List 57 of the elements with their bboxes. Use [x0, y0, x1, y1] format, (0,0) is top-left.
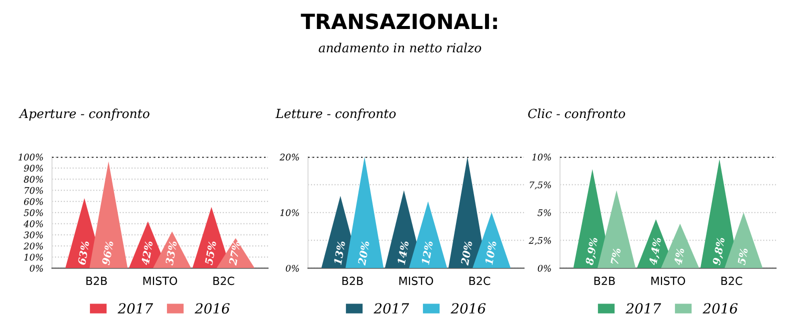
data-label: 7% — [610, 248, 621, 264]
data-label: 8,9% — [585, 237, 600, 266]
y-tick-label: 20% — [280, 154, 299, 160]
data-label: 14% — [397, 240, 409, 265]
legend-label: 2016 — [450, 303, 486, 314]
x-tick-label: B2C — [721, 276, 742, 286]
data-label: 12% — [421, 240, 434, 265]
data-label: 5% — [737, 248, 748, 266]
x-tick-label: B2C — [469, 276, 490, 286]
chart-title: Letture - confronto — [275, 108, 396, 121]
data-label: 13% — [334, 240, 346, 265]
y-tick-label: 40% — [24, 220, 43, 228]
y-tick-label: 70% — [24, 187, 43, 194]
text: TRANSAZIONALI: — [300, 14, 497, 30]
y-tick-label: 10% — [24, 254, 43, 261]
y-tick-label: 10% — [280, 209, 299, 216]
x-tick-label: B2B — [342, 276, 363, 285]
legend-label: 2017 — [118, 303, 154, 314]
data-label: 33% — [165, 240, 178, 266]
x-tick-label: MISTO — [143, 276, 178, 286]
y-tick-label: 10% — [532, 154, 551, 160]
data-label: 27% — [228, 240, 241, 266]
legend-label: 2016 — [702, 303, 738, 314]
x-tick-label: B2B — [594, 276, 615, 285]
y-tick-label: 100% — [18, 154, 43, 160]
x-tick-label: MISTO — [651, 276, 686, 286]
legend-label: 2017 — [374, 303, 410, 314]
chart-title: Clic - confronto — [528, 108, 626, 121]
y-tick-label: 30% — [24, 232, 43, 238]
y-tick-label: 2,5% — [528, 237, 551, 245]
y-tick-label: 5% — [538, 209, 551, 216]
data-label: 9,8% — [712, 237, 726, 266]
x-tick-label: B2C — [213, 276, 234, 286]
y-tick-label: 0% — [538, 264, 551, 272]
y-tick-label: 7,5% — [530, 181, 551, 190]
y-tick-label: 0% — [30, 264, 43, 272]
y-tick-label: 80% — [24, 176, 43, 183]
text: andamento in netto rialzo — [318, 42, 482, 53]
y-tick-label: 60% — [24, 198, 43, 205]
data-label: 4% — [674, 248, 684, 266]
legend-label: 2017 — [626, 303, 662, 314]
y-tick-label: 90% — [24, 164, 43, 172]
data-label: 63% — [78, 240, 90, 266]
x-tick-label: MISTO — [399, 276, 434, 286]
data-label: 20% — [358, 240, 370, 266]
y-tick-label: 0% — [286, 264, 299, 272]
chart-title: Aperture - confronto — [18, 108, 150, 121]
data-label: 20% — [460, 240, 472, 266]
data-label: 4,4% — [648, 237, 663, 266]
y-tick-label: 50% — [24, 209, 43, 216]
legend-label: 2016 — [194, 303, 230, 314]
x-tick-label: B2B — [86, 276, 107, 285]
data-label: 96% — [102, 240, 114, 266]
y-tick-label: 20% — [24, 242, 43, 250]
data-label: 10% — [484, 240, 497, 265]
data-label: 55% — [204, 240, 216, 266]
data-label: 42% — [141, 240, 153, 266]
